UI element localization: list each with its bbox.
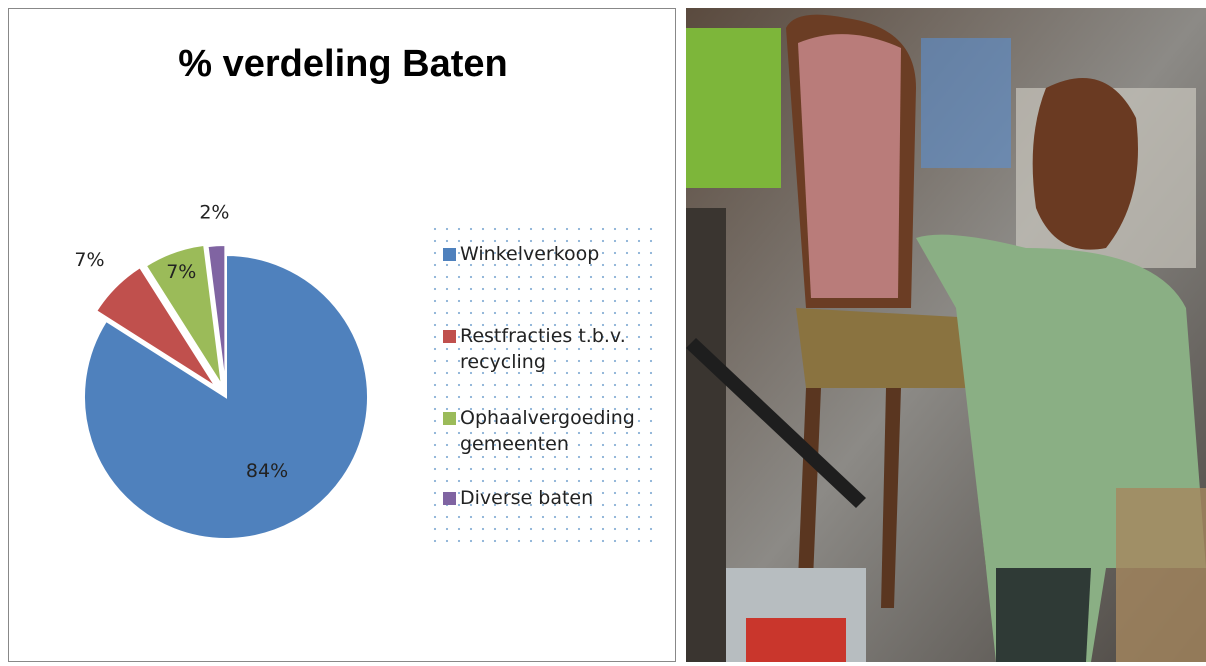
legend-label: Winkelverkoop <box>460 241 658 267</box>
legend-label: Diverse baten <box>460 485 658 511</box>
legend-item: Diverse baten <box>443 485 665 511</box>
legend-item: Restfracties t.b.v. recycling <box>443 323 665 375</box>
legend-label: Ophaalvergoeding gemeenten <box>460 405 658 457</box>
data-label: 7% <box>166 261 196 283</box>
legend-swatch <box>443 492 456 505</box>
legend-swatch <box>443 412 456 425</box>
legend: Winkelverkoop Restfracties t.b.v. recycli… <box>429 223 661 545</box>
photo <box>686 8 1206 662</box>
legend-item: Winkelverkoop <box>443 241 665 267</box>
data-label: 84% <box>246 460 288 482</box>
legend-swatch <box>443 330 456 343</box>
legend-item: Ophaalvergoeding gemeenten <box>443 405 665 457</box>
chart-area: 84% 7% 7% 2% % verdeling Baten Winkelverkoo… <box>8 8 676 662</box>
data-label: 7% <box>74 249 104 271</box>
legend-swatch <box>443 248 456 261</box>
legend-label: Restfracties t.b.v. recycling <box>460 323 658 375</box>
data-label: 2% <box>199 201 229 223</box>
page: {"chart_data": {"type": "pie", "title": … <box>0 0 1206 666</box>
chart-title: % verdeling Baten <box>9 43 677 86</box>
